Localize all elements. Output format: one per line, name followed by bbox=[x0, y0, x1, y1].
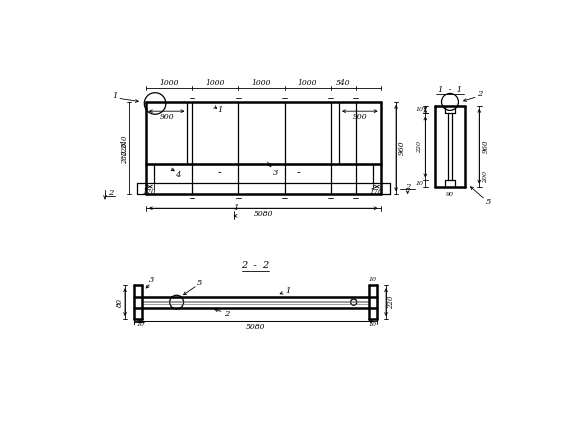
Text: 960: 960 bbox=[398, 141, 406, 155]
Text: 1000: 1000 bbox=[298, 79, 317, 86]
Text: 1: 1 bbox=[217, 106, 222, 114]
Text: 10: 10 bbox=[415, 181, 423, 186]
Text: 220: 220 bbox=[417, 141, 422, 153]
Text: 900: 900 bbox=[353, 112, 367, 121]
Text: 900: 900 bbox=[160, 112, 174, 121]
Text: 10: 10 bbox=[369, 276, 377, 282]
Text: 240: 240 bbox=[121, 135, 129, 149]
Text: 1: 1 bbox=[112, 92, 118, 100]
Text: 170: 170 bbox=[370, 188, 384, 196]
Text: 2: 2 bbox=[477, 90, 482, 98]
Text: 10: 10 bbox=[415, 107, 423, 112]
Text: 5: 5 bbox=[486, 198, 491, 206]
Text: 10: 10 bbox=[369, 322, 377, 327]
Text: 1  -  1: 1 - 1 bbox=[438, 86, 462, 95]
Text: 10: 10 bbox=[136, 322, 144, 327]
Text: 960: 960 bbox=[482, 139, 490, 153]
Text: 280: 280 bbox=[121, 151, 129, 164]
Text: 200: 200 bbox=[483, 171, 488, 184]
Text: -: - bbox=[296, 169, 300, 178]
Text: 1: 1 bbox=[233, 204, 239, 212]
Text: 80: 80 bbox=[116, 298, 124, 307]
Text: 2  -  2: 2 - 2 bbox=[242, 262, 270, 271]
Text: 5080: 5080 bbox=[246, 323, 265, 331]
Text: 220: 220 bbox=[121, 143, 129, 156]
Text: 1000: 1000 bbox=[159, 79, 178, 86]
Text: 5: 5 bbox=[197, 279, 202, 287]
Text: 3: 3 bbox=[272, 169, 278, 177]
Text: 540: 540 bbox=[336, 79, 351, 86]
Text: 2: 2 bbox=[405, 183, 410, 191]
Text: 1000: 1000 bbox=[251, 79, 271, 86]
Text: 170: 170 bbox=[143, 188, 157, 196]
Text: 2: 2 bbox=[224, 310, 229, 318]
Text: 90: 90 bbox=[446, 192, 454, 197]
Text: 5080: 5080 bbox=[254, 210, 273, 218]
Text: -: - bbox=[218, 169, 222, 178]
Text: 2: 2 bbox=[108, 189, 114, 197]
Text: 1: 1 bbox=[286, 287, 291, 295]
Text: 3: 3 bbox=[149, 276, 154, 284]
Text: 220: 220 bbox=[388, 295, 396, 309]
Text: 1000: 1000 bbox=[205, 79, 225, 86]
Text: 4: 4 bbox=[176, 171, 181, 179]
